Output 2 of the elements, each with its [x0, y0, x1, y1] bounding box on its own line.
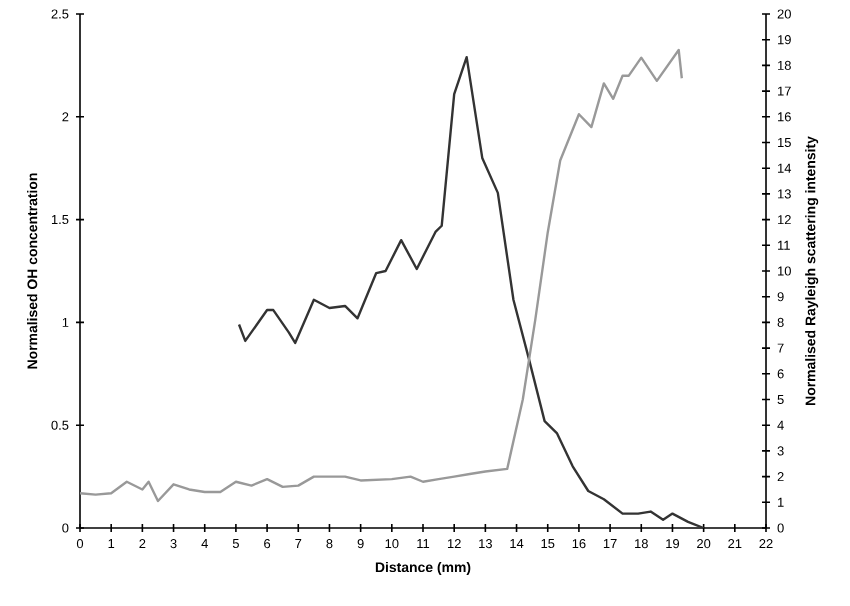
line-series [80, 48, 684, 503]
line-series [237, 55, 705, 528]
